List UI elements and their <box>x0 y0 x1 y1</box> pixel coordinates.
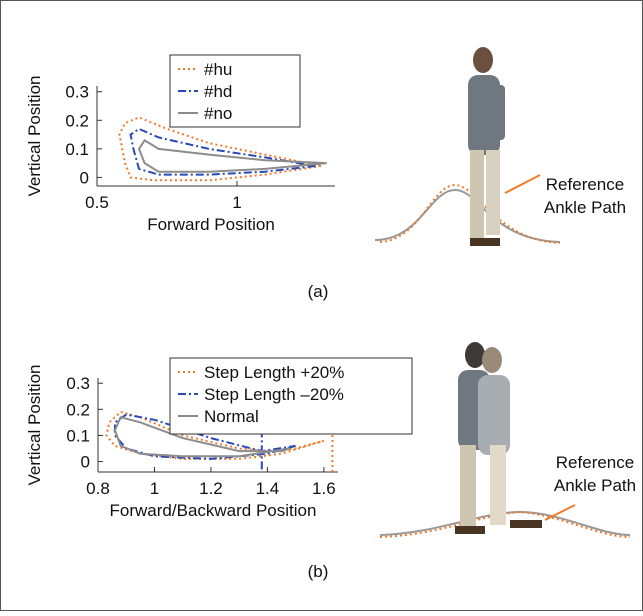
legend-label: Normal <box>204 407 259 426</box>
y-tick-label: 0.2 <box>65 111 89 130</box>
legend-label: Step Length –20% <box>204 385 344 404</box>
y-tick-label: 0 <box>81 453 90 472</box>
legend-label: #hd <box>204 82 232 101</box>
x-axis-label: Forward Position <box>147 215 275 234</box>
caption: (a) <box>308 282 329 301</box>
x-tick-label: 1.6 <box>312 479 336 498</box>
x-tick-label: 1 <box>232 193 241 212</box>
y-axis-label: Vertical Position <box>25 365 44 486</box>
annotation: Reference <box>546 175 624 194</box>
legend-label: Step Length +20% <box>204 363 344 382</box>
x-tick-label: 1.4 <box>256 479 280 498</box>
x-tick-label: 1 <box>150 479 159 498</box>
legend-label: #hu <box>204 60 232 79</box>
y-tick-label: 0.1 <box>66 426 90 445</box>
figure: 0 0.1 0.2 0.3 0.5 1 Forward Position Vertical P… <box>0 0 643 611</box>
y-tick-label: 0.2 <box>66 400 90 419</box>
y-tick-label: 0.1 <box>65 140 89 159</box>
caption: (b) <box>308 562 329 581</box>
y-tick-label: 0.3 <box>65 83 89 102</box>
x-axis-label: Forward/Backward Position <box>110 501 317 520</box>
x-tick-label: 1.2 <box>199 479 223 498</box>
y-axis-label: Vertical Position <box>25 76 44 197</box>
figure-canvas: 0 0.1 0.2 0.3 0.5 1 Forward Position Vertical P… <box>0 0 643 611</box>
y-tick-label: 0.3 <box>66 374 90 393</box>
x-tick-label: 0.5 <box>85 193 109 212</box>
y-tick-label: 0 <box>80 168 89 187</box>
annotation: Ankle Path <box>554 476 636 495</box>
annotation: Ankle Path <box>544 198 626 217</box>
legend-label: #no <box>204 104 232 123</box>
annotation: Reference <box>556 453 634 472</box>
x-tick-label: 0.8 <box>86 479 110 498</box>
